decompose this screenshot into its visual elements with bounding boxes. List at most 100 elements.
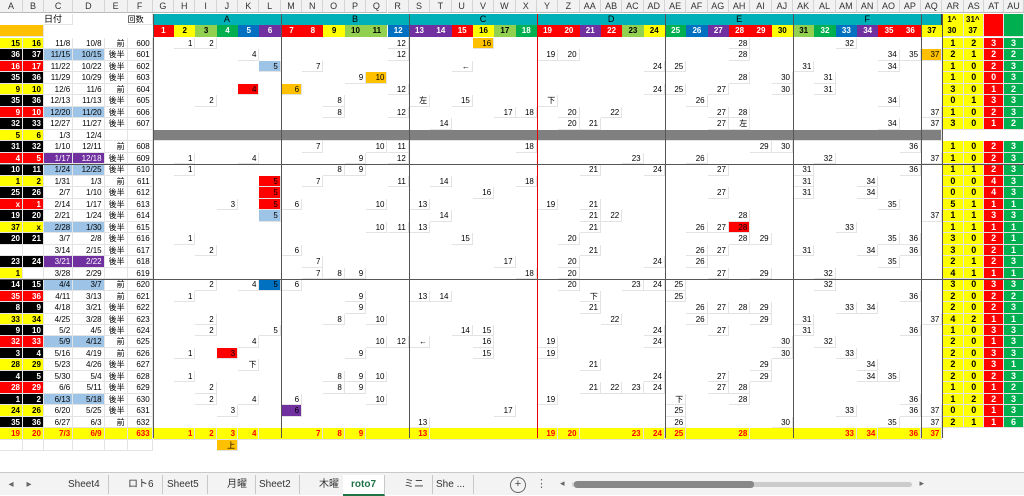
row-35-mark-ac[interactable]: 23 — [622, 428, 644, 440]
row-5-col-f[interactable]: 604 — [127, 83, 153, 96]
row-12-mark-p[interactable]: 9 — [344, 164, 367, 176]
row-26-mark-v[interactable]: 15 — [472, 325, 495, 337]
row-33-mark-au[interactable]: 3 — [1004, 405, 1024, 417]
row-19-mark-aa[interactable]: 21 — [579, 244, 601, 257]
row-13-col-c[interactable]: 1/31 — [43, 175, 74, 188]
row-36-col-c[interactable] — [43, 439, 74, 452]
column-header-ac[interactable]: AC — [622, 0, 644, 13]
row-15-mark-at[interactable]: 1 — [984, 198, 1005, 211]
row-13-mark-au[interactable]: 3 — [1004, 175, 1024, 188]
row-8-col-a[interactable]: 32 — [0, 118, 24, 130]
row-12-mark-ar[interactable]: 1 — [942, 164, 965, 176]
row-11-mark-au[interactable]: 3 — [1004, 152, 1024, 165]
row-28-col-d[interactable]: 4/19 — [73, 347, 105, 360]
column-header-ag[interactable]: AG — [707, 0, 729, 13]
row-2-mark-at[interactable]: 2 — [984, 49, 1005, 61]
row-20-mark-ad[interactable]: 24 — [643, 256, 665, 268]
row-26-mark-at[interactable]: 3 — [984, 325, 1005, 337]
row-12-col-f[interactable]: 610 — [127, 164, 153, 176]
row-8-mark-ar[interactable]: 3 — [942, 118, 965, 130]
row-9-col-c[interactable]: 1/3 — [43, 129, 74, 142]
row-28-mark-y[interactable]: 19 — [536, 347, 559, 360]
row-30-mark-q[interactable]: 10 — [366, 370, 388, 383]
row-16-mark-as[interactable]: 1 — [964, 210, 985, 222]
row-6-col-a[interactable]: 35 — [0, 95, 24, 107]
row-28-mark-j[interactable]: 3 — [216, 347, 239, 360]
row-35-mark-s[interactable]: 13 — [408, 428, 431, 440]
row-11-mark-al[interactable]: 32 — [814, 152, 836, 165]
row-1-mark-au[interactable]: 3 — [1004, 38, 1024, 50]
row-13-mark-x[interactable]: 18 — [515, 175, 537, 188]
row-24-col-d[interactable]: 3/21 — [73, 302, 105, 314]
row-21-col-a[interactable]: 1 — [0, 267, 24, 280]
row-8-mark-z[interactable]: 20 — [558, 118, 580, 130]
row-2-mark-au[interactable]: 2 — [1004, 49, 1024, 61]
row-5-mark-k[interactable]: 4 — [238, 83, 260, 96]
row-15-mark-ar[interactable]: 5 — [942, 198, 965, 211]
row-13-mark-n[interactable]: 7 — [302, 175, 324, 188]
column-header-am[interactable]: AM — [835, 0, 858, 13]
row-35-mark-ap[interactable]: 36 — [899, 428, 922, 440]
row-2-mark-y[interactable]: 19 — [536, 49, 559, 61]
row-22-col-c[interactable]: 4/4 — [43, 279, 74, 291]
row-12-col-d[interactable]: 12/25 — [73, 164, 105, 176]
row-25-mark-aq[interactable]: 37 — [921, 313, 943, 325]
row-18-col-d[interactable]: 2/8 — [73, 233, 105, 245]
row-18-mark-ao[interactable]: 35 — [878, 233, 900, 245]
row-36-col-d[interactable] — [73, 439, 105, 452]
row-22-mark-ar[interactable]: 3 — [942, 279, 965, 291]
row-23-col-a[interactable]: 35 — [0, 290, 24, 303]
row-21-col-b[interactable] — [23, 267, 44, 280]
row-2-mark-ar[interactable]: 2 — [942, 49, 965, 61]
row-5-col-a[interactable]: 9 — [0, 83, 24, 96]
row-31-col-d[interactable]: 5/11 — [73, 382, 105, 394]
row-20-mark-ao[interactable]: 35 — [878, 256, 900, 268]
row-7-col-d[interactable]: 11/20 — [73, 106, 105, 119]
row-13-mark-as[interactable]: 0 — [964, 175, 985, 188]
column-header-u[interactable]: U — [451, 0, 473, 13]
row-31-mark-ad[interactable]: 24 — [643, 382, 665, 394]
row-19-mark-i[interactable]: 2 — [195, 244, 217, 257]
row-5-col-d[interactable]: 11/6 — [73, 83, 105, 96]
row-6-col-b[interactable]: 36 — [23, 95, 44, 107]
row-27-col-a[interactable]: 32 — [0, 336, 24, 348]
row-24-mark-ag[interactable]: 27 — [707, 302, 729, 314]
column-header-aj[interactable]: AJ — [771, 0, 793, 13]
row-33-mark-am[interactable]: 33 — [835, 405, 858, 417]
row-23-col-c[interactable]: 4/11 — [43, 290, 74, 303]
row-26-col-b[interactable]: 10 — [23, 325, 44, 337]
row-3-mark-au[interactable]: 3 — [1004, 60, 1024, 73]
row-7-col-f[interactable]: 606 — [127, 106, 153, 119]
sheet-tab-3[interactable]: Sheet5 — [159, 475, 208, 494]
row-4-mark-ah[interactable]: 28 — [728, 72, 751, 84]
row-5-mark-al[interactable]: 31 — [814, 83, 836, 96]
row-34-col-a[interactable]: 35 — [0, 416, 24, 429]
row-11-mark-as[interactable]: 0 — [964, 152, 985, 165]
row-17-col-c[interactable]: 2/28 — [43, 221, 74, 234]
column-header-au[interactable]: AU — [1004, 0, 1024, 13]
row-1-mark-ar[interactable]: 1 — [942, 38, 965, 50]
row-24-mark-ah[interactable]: 28 — [728, 302, 751, 314]
row-2-col-a[interactable]: 36 — [0, 49, 24, 61]
row-31-mark-ag[interactable]: 27 — [707, 382, 729, 394]
add-sheet-button[interactable]: + — [510, 477, 526, 493]
column-header-t[interactable]: T — [430, 0, 452, 13]
row-8-mark-aa[interactable]: 21 — [579, 118, 601, 130]
row-30-col-e[interactable]: 後半 — [104, 370, 128, 383]
row-16-mark-aq[interactable]: 37 — [921, 210, 943, 222]
row-21-mark-ai[interactable]: 29 — [750, 267, 772, 280]
row-1-mark-am[interactable]: 32 — [835, 38, 858, 50]
row-12-col-b[interactable]: 11 — [23, 164, 44, 176]
row-3-mark-ad[interactable]: 24 — [643, 60, 665, 73]
row-22-mark-au[interactable]: 3 — [1004, 279, 1024, 291]
column-header-f[interactable]: F — [127, 0, 153, 13]
column-header-z[interactable]: Z — [558, 0, 580, 13]
row-2-col-b[interactable]: 37 — [23, 49, 44, 61]
row-11-mark-at[interactable]: 2 — [984, 152, 1005, 165]
row-18-mark-z[interactable]: 20 — [558, 233, 580, 245]
row-24-col-b[interactable]: 9 — [23, 302, 44, 314]
row-24-mark-ai[interactable]: 29 — [750, 302, 772, 314]
row-30-mark-o[interactable]: 8 — [323, 370, 345, 383]
row-7-mark-au[interactable]: 3 — [1004, 106, 1024, 119]
sheet-tab-5[interactable]: Sheet2 — [251, 475, 300, 494]
